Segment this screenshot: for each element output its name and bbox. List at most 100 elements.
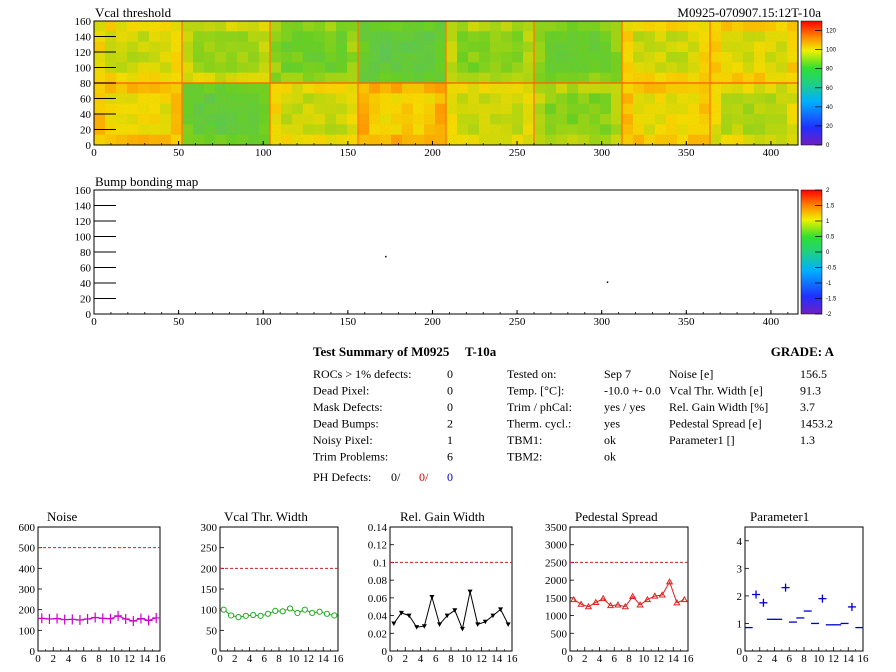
data-point xyxy=(129,616,138,627)
x-tick-label: 8 xyxy=(96,653,102,665)
summary-test-label: TBM1: xyxy=(507,433,542,447)
x-tick-label: 0 xyxy=(91,316,97,328)
summary-test-value: Sep 7 xyxy=(604,367,631,381)
y-tick-label: 0 xyxy=(86,140,92,152)
palette-tick-label: 2 xyxy=(826,188,830,194)
plot-frame xyxy=(219,526,339,652)
summary-defect-label: Dead Pixel: xyxy=(313,384,369,398)
x-tick-label: 16 xyxy=(683,653,695,665)
y-tick-label: 120 xyxy=(75,47,92,59)
data-point xyxy=(482,619,488,625)
series-line xyxy=(223,607,335,618)
y-tick-label: 3000 xyxy=(545,540,568,552)
x-tick-label: 6 xyxy=(262,653,268,665)
data-point xyxy=(286,605,294,612)
vcal-threshold-grain xyxy=(94,21,798,145)
y-tick-label: 100 xyxy=(75,232,92,244)
y-tick-label: 2 xyxy=(737,591,743,603)
y-tick-label: 100 xyxy=(19,625,36,637)
y-tick-label: 100 xyxy=(201,605,218,617)
plot-title: Parameter1 xyxy=(750,509,809,524)
y-tick-label: 1000 xyxy=(545,611,568,623)
data-point xyxy=(658,591,666,598)
summary-param-label: Pedestal Spread [e] xyxy=(669,417,762,431)
y-tick-label: 0.04 xyxy=(368,611,388,623)
data-point xyxy=(847,602,856,611)
plot-frame xyxy=(37,526,161,652)
x-tick-label: 50 xyxy=(173,147,185,159)
summary-test-value: -10.0 +- 0.0 xyxy=(604,384,661,398)
plot-title: Vcal Thr. Width xyxy=(224,509,308,524)
x-tick-label: 10 xyxy=(109,653,121,665)
y-tick-label: 2000 xyxy=(545,575,568,587)
data-point xyxy=(68,614,77,625)
data-point xyxy=(429,594,435,600)
y-tick-label: 500 xyxy=(19,543,36,555)
y-tick-label: 2500 xyxy=(545,557,568,569)
y-tick-label: 0 xyxy=(382,646,388,658)
data-point xyxy=(264,610,272,617)
y-tick-label: 60 xyxy=(80,263,92,275)
y-tick-label: 250 xyxy=(201,543,218,555)
y-tick-label: 300 xyxy=(19,584,36,596)
color-palette xyxy=(800,20,823,146)
summary-defect-value: 0 xyxy=(447,384,453,398)
data-point xyxy=(621,602,629,610)
x-tick-label: 16 xyxy=(858,653,870,665)
y-tick-label: 0.12 xyxy=(368,540,387,552)
data-point xyxy=(614,601,622,608)
ph-defects-v1: 0/ xyxy=(391,470,401,484)
palette-tick-label: 0.5 xyxy=(826,235,835,241)
x-tick-label: 12 xyxy=(124,653,135,665)
x-tick-label: 4 xyxy=(247,653,253,665)
x-tick-label: 16 xyxy=(333,653,345,665)
data-point xyxy=(37,613,46,624)
y-tick-label: 400 xyxy=(19,563,36,575)
palette-tick-label: 60 xyxy=(826,86,833,92)
summary-defect-label: Noisy Pixel: xyxy=(313,433,373,447)
data-point xyxy=(235,614,242,621)
x-tick-label: 300 xyxy=(593,147,610,159)
summary-test-label: Temp. [°C]: xyxy=(507,384,564,398)
data-point xyxy=(592,598,600,605)
data-point xyxy=(136,613,145,624)
data-point xyxy=(577,600,585,607)
summary-defect-label: ROCs > 1% defects: xyxy=(313,367,411,381)
x-tick-label: 4 xyxy=(597,653,603,665)
x-tick-label: 4 xyxy=(66,653,72,665)
y-tick-label: 150 xyxy=(201,584,218,596)
data-point xyxy=(250,611,257,619)
data-point xyxy=(498,607,504,612)
y-tick-label: 20 xyxy=(80,125,92,137)
summary-title: Test Summary of M0925 xyxy=(313,344,450,359)
data-point xyxy=(121,613,130,624)
y-tick-label: 0 xyxy=(30,646,36,658)
x-tick-label: 14 xyxy=(668,653,680,665)
data-point xyxy=(414,625,420,630)
summary-test-value: yes xyxy=(604,417,620,431)
x-tick-label: 2 xyxy=(232,653,238,665)
data-point xyxy=(391,621,397,627)
data-point xyxy=(227,612,235,619)
plot-frame xyxy=(389,526,513,652)
y-tick-label: 3 xyxy=(737,563,743,575)
data-point xyxy=(144,615,153,626)
x-tick-label: 350 xyxy=(678,316,695,328)
data-point xyxy=(309,609,316,617)
summary-defect-value: 6 xyxy=(447,450,453,464)
summary-param-value: 1.3 xyxy=(800,433,815,447)
data-point xyxy=(452,608,458,613)
data-point xyxy=(242,612,249,619)
y-tick-label: 0.1 xyxy=(373,557,387,569)
y-tick-label: 40 xyxy=(80,109,92,121)
y-tick-label: 20 xyxy=(80,294,92,306)
x-tick-label: 250 xyxy=(509,147,526,159)
plot-title: Pedestal Spread xyxy=(575,509,658,524)
summary-defect-label: Dead Bumps: xyxy=(313,417,379,431)
x-tick-label: 12 xyxy=(828,653,839,665)
y-tick-label: 1 xyxy=(737,618,743,630)
x-tick-label: 2 xyxy=(757,653,763,665)
